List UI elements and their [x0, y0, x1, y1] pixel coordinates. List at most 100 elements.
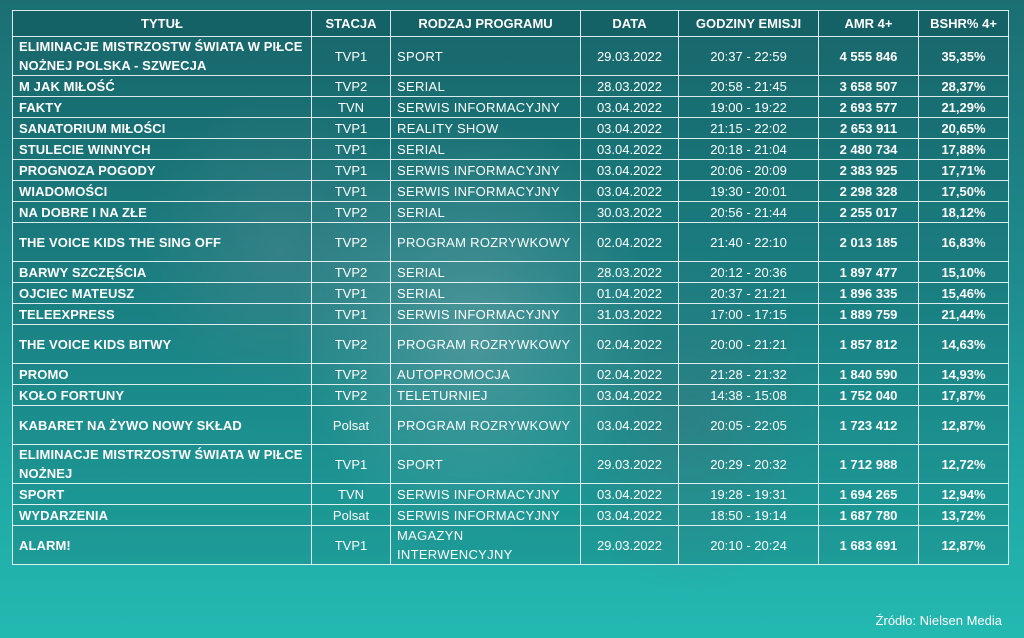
cell-share: 12,87%	[918, 405, 1009, 445]
header-row: TYTUŁ STACJA RODZAJ PROGRAMU DATA GODZIN…	[12, 10, 1009, 37]
cell-amr: 2 255 017	[818, 201, 919, 223]
cell-station: TVP1	[311, 444, 391, 484]
cell-amr: 1 896 335	[818, 282, 919, 304]
cell-genre: TELETURNIEJ	[390, 384, 581, 406]
cell-hours: 20:58 - 21:45	[678, 75, 819, 97]
header-date: DATA	[580, 10, 679, 37]
cell-title: ALARM!	[12, 525, 312, 565]
cell-station: TVP1	[311, 282, 391, 304]
cell-share: 14,93%	[918, 363, 1009, 385]
cell-genre: SERIAL	[390, 261, 581, 283]
cell-hours: 20:29 - 20:32	[678, 444, 819, 484]
cell-date: 03.04.2022	[580, 96, 679, 118]
cell-amr: 1 889 759	[818, 303, 919, 325]
cell-genre: AUTOPROMOCJA	[390, 363, 581, 385]
ratings-table: TYTUŁ STACJA RODZAJ PROGRAMU DATA GODZIN…	[12, 10, 1009, 565]
cell-hours: 20:05 - 22:05	[678, 405, 819, 445]
cell-station: TVP1	[311, 36, 391, 76]
cell-station: TVP2	[311, 363, 391, 385]
cell-hours: 21:40 - 22:10	[678, 222, 819, 262]
cell-genre: MAGAZYN INTERWENCYJNY	[390, 525, 581, 565]
cell-date: 01.04.2022	[580, 282, 679, 304]
table-row: THE VOICE KIDS THE SING OFF TVP2 PROGRAM R…	[12, 222, 1009, 262]
cell-share: 12,87%	[918, 525, 1009, 565]
table-body: ELIMINACJE MISTRZOSTW ŚWIATA W PIŁCE NOŻ…	[12, 36, 1009, 565]
table-row: TELEEXPRESS TVP1 SERWIS INFORMACYJNY 31.03.…	[12, 303, 1009, 325]
table-row: ALARM! TVP1 MAGAZYN INTERWENCYJNY 29.03.202…	[12, 525, 1009, 565]
table-row: PROGNOZA POGODY TVP1 SERWIS INFORMACYJNY 03…	[12, 159, 1009, 181]
cell-hours: 20:10 - 20:24	[678, 525, 819, 565]
cell-title: WIADOMOŚCI	[12, 180, 312, 202]
cell-title: THE VOICE KIDS BITWY	[12, 324, 312, 364]
cell-hours: 20:12 - 20:36	[678, 261, 819, 283]
cell-amr: 3 658 507	[818, 75, 919, 97]
cell-hours: 21:28 - 21:32	[678, 363, 819, 385]
cell-share: 15,46%	[918, 282, 1009, 304]
cell-date: 29.03.2022	[580, 36, 679, 76]
cell-genre: SERIAL	[390, 201, 581, 223]
cell-share: 14,63%	[918, 324, 1009, 364]
cell-amr: 1 897 477	[818, 261, 919, 283]
cell-date: 03.04.2022	[580, 117, 679, 139]
cell-title: SANATORIUM MIŁOŚCI	[12, 117, 312, 139]
table-row: KABARET NA ŻYWO NOWY SKŁAD Polsat PROGRAM …	[12, 405, 1009, 445]
cell-share: 18,12%	[918, 201, 1009, 223]
cell-amr: 1 723 412	[818, 405, 919, 445]
cell-genre: SERWIS INFORMACYJNY	[390, 483, 581, 505]
cell-genre: SERIAL	[390, 138, 581, 160]
cell-share: 17,50%	[918, 180, 1009, 202]
table-row: PROMO TVP2 AUTOPROMOCJA 02.04.2022 21:28 - 2…	[12, 363, 1009, 385]
cell-station: TVP2	[311, 384, 391, 406]
table-row: M JAK MIŁOŚĆ TVP2 SERIAL 28.03.2022 20:58 - …	[12, 75, 1009, 97]
table-row: FAKTY TVN SERWIS INFORMACYJNY 03.04.2022 19:…	[12, 96, 1009, 118]
header-station: STACJA	[311, 10, 391, 37]
cell-genre: REALITY SHOW	[390, 117, 581, 139]
cell-genre: SERWIS INFORMACYJNY	[390, 504, 581, 526]
cell-share: 16,83%	[918, 222, 1009, 262]
cell-station: Polsat	[311, 504, 391, 526]
cell-title: FAKTY	[12, 96, 312, 118]
cell-date: 28.03.2022	[580, 261, 679, 283]
cell-genre: PROGRAM ROZRYWKOWY	[390, 405, 581, 445]
cell-amr: 1 840 590	[818, 363, 919, 385]
cell-amr: 2 298 328	[818, 180, 919, 202]
cell-title: PROMO	[12, 363, 312, 385]
cell-station: Polsat	[311, 405, 391, 445]
source-note: Źródło: Nielsen Media	[875, 613, 1002, 628]
cell-genre: SERWIS INFORMACYJNY	[390, 96, 581, 118]
cell-date: 02.04.2022	[580, 222, 679, 262]
cell-amr: 4 555 846	[818, 36, 919, 76]
cell-date: 03.04.2022	[580, 504, 679, 526]
cell-date: 03.04.2022	[580, 159, 679, 181]
cell-amr: 2 013 185	[818, 222, 919, 262]
cell-genre: PROGRAM ROZRYWKOWY	[390, 324, 581, 364]
header-share: BSHR% 4+	[918, 10, 1009, 37]
cell-title: NA DOBRE I NA ZŁE	[12, 201, 312, 223]
cell-hours: 17:00 - 17:15	[678, 303, 819, 325]
cell-station: TVP2	[311, 222, 391, 262]
cell-share: 20,65%	[918, 117, 1009, 139]
cell-title: KOŁO FORTUNY	[12, 384, 312, 406]
cell-station: TVP2	[311, 75, 391, 97]
cell-share: 17,71%	[918, 159, 1009, 181]
cell-genre: SERWIS INFORMACYJNY	[390, 159, 581, 181]
cell-station: TVP1	[311, 180, 391, 202]
cell-title: SPORT	[12, 483, 312, 505]
cell-genre: SERWIS INFORMACYJNY	[390, 180, 581, 202]
cell-share: 17,88%	[918, 138, 1009, 160]
cell-genre: SERIAL	[390, 282, 581, 304]
cell-share: 35,35%	[918, 36, 1009, 76]
cell-amr: 1 752 040	[818, 384, 919, 406]
cell-title: STULECIE WINNYCH	[12, 138, 312, 160]
cell-hours: 20:37 - 22:59	[678, 36, 819, 76]
cell-title: M JAK MIŁOŚĆ	[12, 75, 312, 97]
table-row: SPORT TVN SERWIS INFORMACYJNY 03.04.2022 19:…	[12, 483, 1009, 505]
cell-date: 03.04.2022	[580, 483, 679, 505]
cell-title: KABARET NA ŻYWO NOWY SKŁAD	[12, 405, 312, 445]
cell-station: TVN	[311, 96, 391, 118]
cell-date: 02.04.2022	[580, 363, 679, 385]
cell-station: TVP2	[311, 201, 391, 223]
cell-station: TVP1	[311, 303, 391, 325]
cell-date: 30.03.2022	[580, 201, 679, 223]
cell-title: TELEEXPRESS	[12, 303, 312, 325]
